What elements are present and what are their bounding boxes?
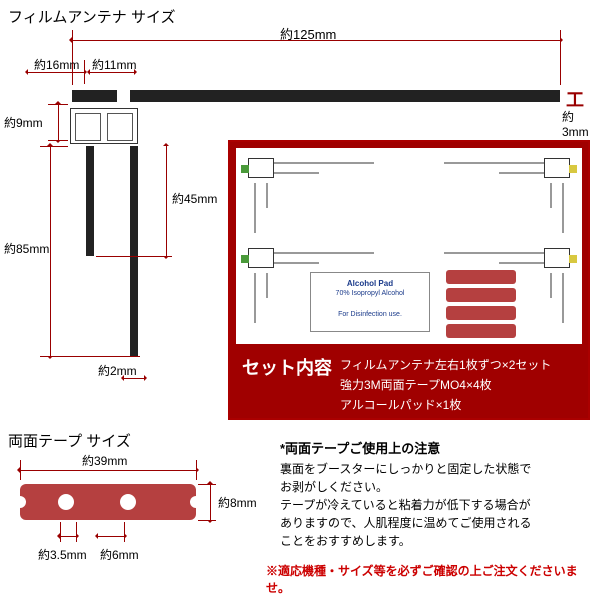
- dim-2: 約2mm: [98, 362, 137, 379]
- dim-45: 約45mm: [172, 190, 217, 207]
- dim-tick: [96, 256, 172, 257]
- dim-8-line: [210, 484, 211, 520]
- set-tape-1: [446, 270, 516, 284]
- dim-tick: [560, 30, 561, 85]
- dim-tick: [196, 460, 197, 480]
- dim-3_5: 約3.5mm: [38, 546, 87, 563]
- dim-8: 約8mm: [218, 494, 257, 511]
- dim-tick: [198, 520, 216, 521]
- alcohol-line3: For Disinfection use.: [311, 311, 429, 318]
- dim-tick: [124, 522, 125, 542]
- notes-title: *両面テープご使用上の注意: [280, 438, 440, 457]
- warning-text: ※適応機種・サイズ等を必ずご確認の上ご注文くださいませ。: [266, 562, 600, 596]
- tape-size-title: 両面テープ サイズ: [8, 430, 131, 451]
- alcohol-line1: Alcohol Pad: [311, 279, 429, 288]
- antenna-varm-short: [86, 146, 94, 256]
- notes-l1: 裏面をブースターにしっかりと固定した状態で: [280, 460, 531, 478]
- set-line-1: フィルムアンテナ左右1枚ずつ×2セット: [340, 356, 551, 373]
- alcohol-line2: 70% Isopropyl Alcohol: [311, 290, 429, 297]
- set-tape-4: [446, 324, 516, 338]
- dim-9: 約9mm: [4, 114, 43, 131]
- antenna-size-title: フィルムアンテナ サイズ: [8, 6, 176, 27]
- dim-tick: [60, 522, 61, 542]
- dim-125: 約125mm: [280, 24, 336, 43]
- dim-9-line: [58, 104, 59, 140]
- notes-l3: テープが冷えていると粘着力が低下する場合が: [280, 496, 531, 514]
- dim-85-line: [50, 146, 51, 356]
- dim-tick: [48, 140, 68, 141]
- set-tape-3: [446, 306, 516, 320]
- dim-2-line: [124, 378, 144, 379]
- alcohol-pad: Alcohol Pad 70% Isopropyl Alcohol For Di…: [310, 272, 430, 332]
- dim-85: 約85mm: [4, 240, 49, 257]
- dim-11: 約11mm: [92, 56, 136, 73]
- notes-l5: ことをおすすめします。: [280, 532, 411, 550]
- notes-l2: お剥がしください。: [280, 478, 388, 496]
- dim-6-line: [98, 536, 124, 537]
- dim-3_5-line: [60, 536, 76, 537]
- tape-shape: [20, 484, 196, 520]
- dim-3: 約3mm: [562, 108, 600, 139]
- dim-39-line: [20, 470, 196, 471]
- dim-45-line: [166, 146, 167, 256]
- set-title: セット内容: [242, 354, 332, 380]
- dim-tick: [40, 146, 68, 147]
- dim-tick: [84, 60, 85, 84]
- set-line-2: 強力3M両面テープMO4×4枚: [340, 376, 492, 393]
- dim-tick: [20, 460, 21, 480]
- dim-tick: [198, 484, 216, 485]
- antenna-connector: [70, 108, 138, 144]
- antenna-arm-long: [130, 90, 560, 102]
- notes-l4: ありますので、人肌程度に温めてご使用される: [280, 514, 532, 532]
- set-contents-box: Alcohol Pad 70% Isopropyl Alcohol For Di…: [228, 140, 590, 420]
- set-tape-2: [446, 288, 516, 302]
- antenna-arm-stub: [72, 90, 117, 102]
- set-line-3: アルコールパッド×1枚: [340, 396, 461, 413]
- dim-39: 約39mm: [82, 452, 127, 469]
- dim-tick: [76, 522, 77, 542]
- antenna-varm-long: [130, 146, 138, 356]
- dim-tick: [40, 356, 140, 357]
- dim-6: 約6mm: [100, 546, 139, 563]
- dim-tick: [48, 104, 68, 105]
- dim-16: 約16mm: [34, 56, 79, 73]
